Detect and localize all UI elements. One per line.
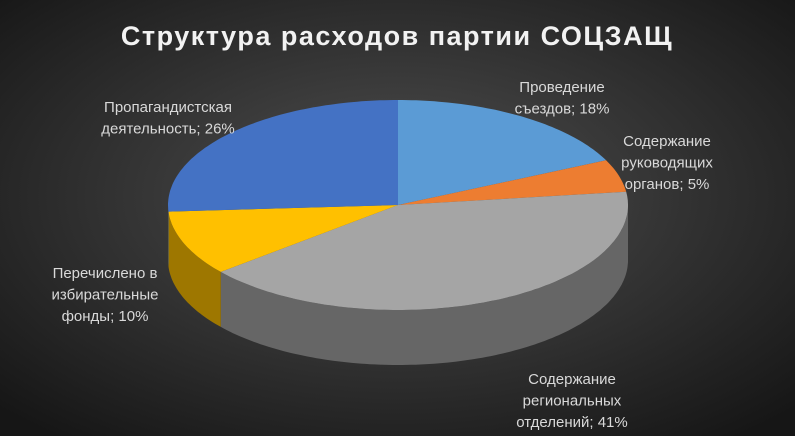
data-label: руководящих <box>621 154 713 171</box>
data-label: отделений; 41% <box>516 414 627 431</box>
slice-side <box>168 205 169 267</box>
chart-title: Структура расходов партии СОЦЗАЩ <box>121 21 673 51</box>
slice-side <box>220 205 629 365</box>
data-label: фонды; 10% <box>62 308 149 325</box>
pie-sides <box>168 205 629 365</box>
slice <box>168 100 398 212</box>
slice <box>220 191 629 310</box>
slice-top <box>220 191 629 310</box>
data-label: региональных <box>523 392 622 409</box>
slice-top <box>168 100 398 212</box>
data-label: Перечислено в <box>53 265 158 282</box>
data-label: органов; 5% <box>625 176 710 193</box>
slice <box>168 205 398 272</box>
data-label: деятельность; 26% <box>101 120 235 137</box>
slice-top <box>168 205 398 272</box>
data-label: Проведение <box>519 79 604 96</box>
slice-top <box>398 160 627 205</box>
data-label: Содержание <box>528 371 616 388</box>
pie-tops <box>168 100 629 310</box>
slice-top <box>398 100 607 205</box>
slice <box>398 160 627 205</box>
data-label: съездов; 18% <box>515 100 610 117</box>
slice <box>398 100 607 205</box>
slice-side <box>168 211 221 327</box>
data-label: избирательные <box>52 286 159 303</box>
data-labels: Проведение съездов; 18% Содержание руководя… <box>52 79 714 431</box>
data-label: Пропагандистская <box>104 99 232 116</box>
data-label: Содержание <box>623 133 711 150</box>
